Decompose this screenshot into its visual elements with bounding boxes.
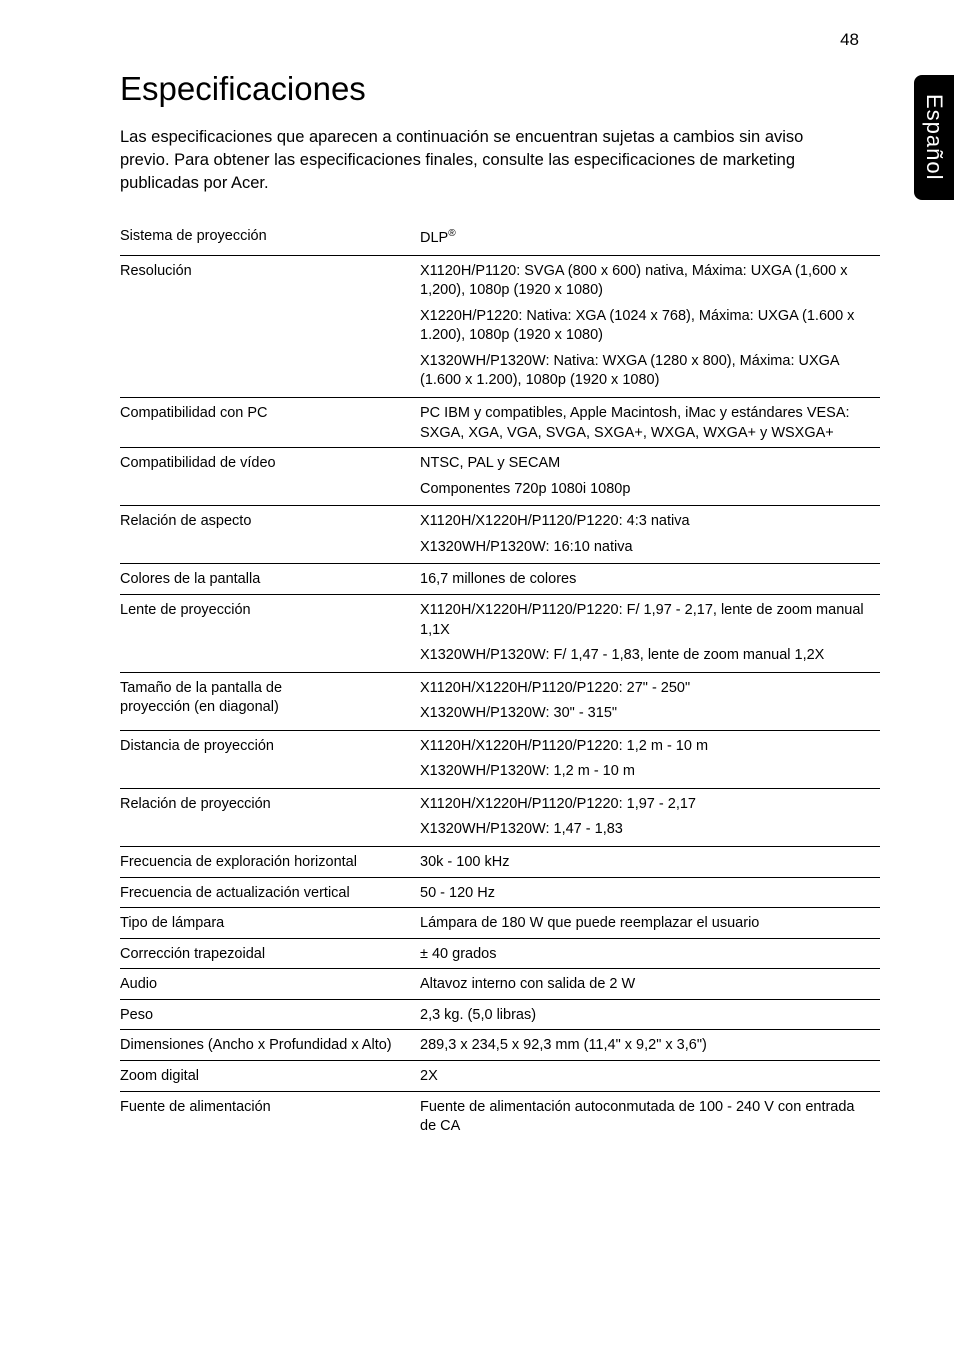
spec-text: X1320WH/P1320W: F/ 1,47 - 1,83, lente de…: [420, 646, 874, 666]
language-tab: Español: [914, 75, 954, 200]
spec-text: X1220H/P1220: Nativa: XGA (1024 x 768), …: [420, 307, 874, 346]
spec-value: X1120H/P1120: SVGA (800 x 600) nativa, M…: [420, 255, 880, 397]
spec-label: Distancia de proyección: [120, 730, 420, 788]
spec-value: NTSC, PAL y SECAM Componentes 720p 1080i…: [420, 448, 880, 506]
spec-value: ± 40 grados: [420, 938, 880, 969]
spec-label: Peso: [120, 999, 420, 1030]
spec-label: Compatibilidad con PC: [120, 398, 420, 448]
spec-text: X1120H/X1220H/P1120/P1220: 1,97 - 2,17: [420, 795, 874, 815]
spec-label: Tipo de lámpara: [120, 908, 420, 939]
spec-value: X1120H/X1220H/P1120/P1220: F/ 1,97 - 2,1…: [420, 594, 880, 672]
spec-value: Fuente de alimentación autoconmutada de …: [420, 1091, 880, 1141]
spec-value: 50 - 120 Hz: [420, 877, 880, 908]
spec-text: X1320WH/P1320W: 16:10 nativa: [420, 538, 874, 558]
spec-text: DLP: [420, 230, 448, 246]
spec-value: DLP®: [420, 223, 880, 255]
page-title: Especificaciones: [120, 70, 884, 108]
spec-label: Sistema de proyección: [120, 223, 420, 255]
spec-text: Tamaño de la pantalla de: [120, 680, 282, 696]
registered-icon: ®: [448, 228, 455, 239]
spec-label: Audio: [120, 969, 420, 1000]
spec-label: Compatibilidad de vídeo: [120, 448, 420, 506]
spec-value: X1120H/X1220H/P1120/P1220: 4:3 nativa X1…: [420, 506, 880, 564]
language-tab-label: Español: [921, 94, 947, 181]
spec-label: Frecuencia de actualización vertical: [120, 877, 420, 908]
spec-text: X1120H/X1220H/P1120/P1220: 4:3 nativa: [420, 512, 874, 532]
page: 48 Español Especificaciones Las especifi…: [0, 0, 954, 1369]
spec-value: Altavoz interno con salida de 2 W: [420, 969, 880, 1000]
spec-label: Resolución: [120, 255, 420, 397]
spec-value: 30k - 100 kHz: [420, 847, 880, 878]
spec-label: Colores de la pantalla: [120, 564, 420, 595]
spec-value: X1120H/X1220H/P1120/P1220: 1,2 m - 10 m …: [420, 730, 880, 788]
spec-label: Corrección trapezoidal: [120, 938, 420, 969]
spec-label: Fuente de alimentación: [120, 1091, 420, 1141]
spec-label: Tamaño de la pantalla de proyección (en …: [120, 672, 420, 730]
intro-paragraph: Las especificaciones que aparecen a cont…: [120, 126, 820, 195]
spec-text: X1120H/X1220H/P1120/P1220: 27" - 250": [420, 679, 874, 699]
spec-text: proyección (en diagonal): [120, 699, 279, 715]
spec-value: 2X: [420, 1060, 880, 1091]
spec-text: Componentes 720p 1080i 1080p: [420, 480, 874, 500]
spec-value: 289,3 x 234,5 x 92,3 mm (11,4" x 9,2" x …: [420, 1030, 880, 1061]
spec-text: X1120H/P1120: SVGA (800 x 600) nativa, M…: [420, 262, 874, 301]
spec-table: Sistema de proyección DLP® Resolución X1…: [120, 223, 880, 1140]
spec-text: X1320WH/P1320W: 30" - 315": [420, 704, 874, 724]
spec-value: X1120H/X1220H/P1120/P1220: 1,97 - 2,17 X…: [420, 788, 880, 846]
spec-text: X1120H/X1220H/P1120/P1220: 1,2 m - 10 m: [420, 737, 874, 757]
spec-text: X1320WH/P1320W: 1,47 - 1,83: [420, 820, 874, 840]
spec-value: 2,3 kg. (5,0 libras): [420, 999, 880, 1030]
page-number: 48: [840, 30, 859, 50]
spec-label: Relación de proyección: [120, 788, 420, 846]
spec-label: Relación de aspecto: [120, 506, 420, 564]
spec-value: PC IBM y compatibles, Apple Macintosh, i…: [420, 398, 880, 448]
spec-text: NTSC, PAL y SECAM: [420, 454, 874, 474]
spec-label: Zoom digital: [120, 1060, 420, 1091]
spec-value: 16,7 millones de colores: [420, 564, 880, 595]
spec-text: X1320WH/P1320W: 1,2 m - 10 m: [420, 762, 874, 782]
spec-label: Dimensiones (Ancho x Profundidad x Alto): [120, 1030, 420, 1061]
spec-value: X1120H/X1220H/P1120/P1220: 27" - 250" X1…: [420, 672, 880, 730]
spec-label: Lente de proyección: [120, 594, 420, 672]
spec-text: X1320WH/P1320W: Nativa: WXGA (1280 x 800…: [420, 352, 874, 391]
spec-label: Frecuencia de exploración horizontal: [120, 847, 420, 878]
spec-text: X1120H/X1220H/P1120/P1220: F/ 1,97 - 2,1…: [420, 601, 874, 640]
spec-value: Lámpara de 180 W que puede reemplazar el…: [420, 908, 880, 939]
